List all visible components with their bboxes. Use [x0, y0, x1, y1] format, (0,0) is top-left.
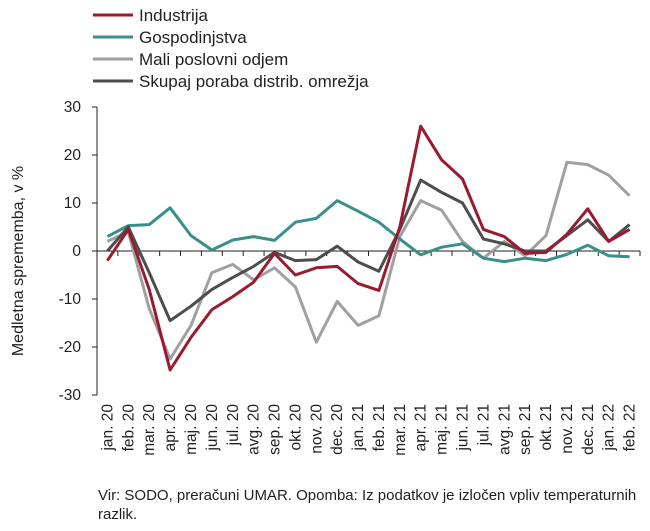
x-tick-label: feb. 20	[120, 404, 137, 452]
legend-label: Skupaj poraba distrib. omrežja	[139, 72, 369, 91]
x-tick-label: sep. 20	[267, 404, 284, 455]
x-tick-label: maj. 20	[183, 404, 200, 455]
series-line-2	[106, 160, 631, 361]
x-tick-label: jul. 21	[475, 404, 492, 446]
legend-label: Industrija	[139, 6, 209, 25]
line-chart: Industrija Gospodinjstva Mali poslovni odj…	[10, 6, 641, 456]
series-lines	[106, 124, 631, 372]
x-tick-labels: jan. 20 feb. 20 mar. 20 apr. 20 maj. 20 jun. …	[96, 251, 641, 456]
x-tick-label: jun. 21	[454, 404, 471, 452]
series-line-1	[106, 199, 630, 264]
x-tick-label: dec. 21	[580, 404, 597, 455]
y-axis-title: Medletna sprememba, v %	[10, 166, 27, 356]
legend-label: Mali poslovni odjem	[139, 50, 288, 69]
series-line-0	[106, 124, 631, 372]
x-tick-label: apr. 20	[162, 404, 179, 452]
x-tick-label: jan. 20	[99, 404, 116, 452]
y-tick-label: -10	[59, 291, 82, 308]
x-tick-label: dec. 20	[329, 404, 346, 455]
x-tick-label: jun. 20	[204, 404, 221, 452]
legend-label: Gospodinjstva	[139, 28, 247, 47]
x-tick-label: sep. 21	[517, 404, 534, 455]
x-tick-label: jan. 22	[601, 404, 618, 452]
source-note: Vir: SODO, preračuni UMAR. Opomba: Iz po…	[98, 487, 637, 523]
x-tick-label: maj. 21	[434, 404, 451, 455]
x-tick-label: mar. 20	[141, 404, 158, 456]
x-tick-label: avg. 20	[246, 404, 263, 455]
y-tick-label: 10	[64, 195, 82, 212]
x-tick-label: jan. 21	[350, 404, 367, 452]
x-tick-label: okt. 20	[287, 404, 304, 451]
x-tick-label: apr. 21	[413, 404, 430, 451]
y-tick-labels: 30 20 10 0 -10 -20 -30	[59, 99, 97, 404]
series-line-3	[106, 178, 631, 323]
x-tick-label: avg. 21	[496, 404, 513, 455]
y-tick-label: 30	[64, 99, 82, 116]
y-tick-label: -30	[59, 387, 82, 404]
x-tick-label: feb. 21	[371, 404, 388, 451]
legend: Industrija Gospodinjstva Mali poslovni odj…	[93, 6, 369, 91]
y-tick-label: 20	[64, 147, 82, 164]
x-tick-label: feb. 22	[622, 404, 639, 451]
x-tick-label: mar. 21	[392, 404, 409, 456]
x-tick-label: nov. 20	[308, 404, 325, 454]
x-tick-label: nov. 21	[559, 404, 576, 454]
x-tick-label: okt. 21	[538, 404, 555, 451]
x-tick-label: jul. 20	[225, 404, 242, 447]
y-tick-label: 0	[72, 243, 81, 260]
y-tick-label: -20	[59, 339, 82, 356]
